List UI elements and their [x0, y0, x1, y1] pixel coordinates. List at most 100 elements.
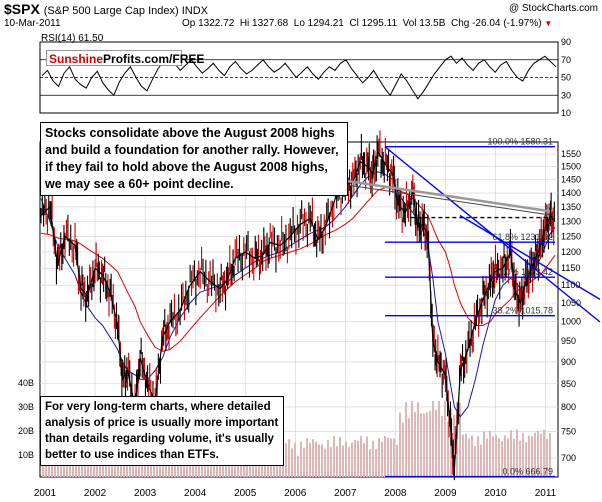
price-tick-label: 900	[561, 357, 576, 367]
volume-bar	[297, 455, 299, 477]
volume-bar	[546, 438, 548, 477]
fibonacci-label: 100.0% 1580.31	[487, 137, 553, 147]
year-tick-label: 2003	[134, 488, 157, 499]
volume-bar	[480, 444, 482, 477]
annotation-indices: For very long-term charts, where detaile…	[40, 396, 284, 466]
volume-bar	[525, 442, 527, 477]
change-value: Chg -26.04 (-1.97%)	[450, 18, 542, 29]
volume-bar	[93, 456, 95, 477]
volume-bar	[390, 438, 392, 477]
price-tick-label: 1450	[561, 175, 581, 185]
volume-bar	[537, 430, 539, 477]
volume-bar	[327, 439, 329, 477]
rsi-tick-label: 50	[561, 73, 571, 83]
volume-value: Vol 13.5B	[402, 18, 446, 29]
volume-bar	[81, 455, 83, 477]
volume-axis-label: 10B	[18, 450, 34, 460]
volume-axis-label: 30B	[18, 402, 34, 412]
volume-bar	[381, 441, 383, 477]
volume-bar	[408, 418, 410, 477]
volume-bar	[423, 413, 425, 477]
resistance-line-grey	[319, 175, 551, 213]
rsi-tick-label: 70	[561, 55, 571, 65]
volume-bar	[333, 435, 335, 477]
volume-bar	[435, 409, 437, 477]
volume-bar	[309, 442, 311, 477]
volume-bar	[426, 412, 428, 477]
price-tick-label: 1550	[561, 149, 581, 159]
high-value: Hi 1327.68	[239, 18, 289, 29]
volume-bar	[384, 436, 386, 477]
chart-title: $SPX (S&P 500 Large Cap Index) INDX	[4, 1, 208, 17]
volume-bar	[462, 434, 464, 477]
volume-bar	[504, 435, 506, 477]
price-line	[40, 150, 556, 470]
volume-bar	[114, 458, 116, 477]
volume-bar	[336, 446, 338, 477]
volume-bar	[444, 401, 446, 477]
volume-bar	[447, 421, 449, 477]
rsi-tick-label: 10	[561, 108, 571, 118]
sunshine-profits-logo[interactable]: SunshineProfits.com/FREE	[46, 50, 204, 66]
volume-bar	[519, 440, 521, 477]
volume-bar	[402, 422, 404, 477]
volume-bar	[399, 412, 401, 477]
year-tick-label: 2007	[334, 488, 357, 499]
price-tick-label: 750	[561, 427, 576, 437]
volume-bar	[75, 456, 77, 477]
volume-bar	[429, 410, 431, 477]
volume-bar	[219, 455, 221, 477]
volume-bar	[363, 442, 365, 477]
support-trend-line	[459, 214, 601, 300]
year-tick-label: 2002	[84, 488, 107, 499]
volume-bar	[294, 442, 296, 477]
volume-bar	[300, 441, 302, 477]
year-tick-label: 2004	[184, 488, 207, 499]
price-tick-label: 1100	[561, 280, 580, 290]
volume-bar	[495, 434, 497, 477]
price-tick-label: 1400	[561, 188, 581, 198]
volume-bar	[315, 441, 317, 477]
volume-bar	[432, 401, 434, 477]
year-tick-label: 2009	[434, 488, 457, 499]
price-tick-label: 1000	[561, 317, 581, 327]
volume-bar	[48, 457, 50, 477]
price-tick-label: 1050	[561, 298, 581, 308]
price-tick-label: 1250	[561, 231, 581, 241]
volume-bar	[549, 433, 551, 477]
volume-bar	[360, 435, 362, 477]
rsi-line	[41, 55, 557, 100]
volume-axis-label: 20B	[18, 426, 34, 436]
volume-bar	[498, 438, 500, 477]
volume-bar	[42, 465, 44, 477]
volume-bar	[516, 429, 518, 477]
volume-bar	[489, 430, 491, 477]
volume-bar	[324, 448, 326, 477]
chart-date: 10-Mar-2011	[4, 18, 61, 29]
fibonacci-label: 0.0% 666.79	[502, 467, 553, 477]
volume-bar	[288, 439, 290, 477]
volume-bar	[414, 412, 416, 477]
volume-bar	[348, 447, 350, 477]
price-tick-label: 1150	[561, 263, 580, 273]
volume-bar	[513, 438, 515, 477]
volume-bar	[441, 415, 443, 477]
volume-bar	[120, 458, 122, 477]
volume-bar	[357, 440, 359, 477]
volume-bar	[303, 447, 305, 477]
volume-bar	[543, 429, 545, 477]
quote-line: Op 1322.72 Hi 1327.68 Lo 1294.21 Cl 1295…	[182, 18, 552, 29]
volume-bar	[387, 437, 389, 477]
price-tick-label: 850	[561, 379, 576, 389]
volume-bar	[507, 438, 509, 477]
volume-bar	[318, 444, 320, 477]
volume-bar	[330, 446, 332, 477]
volume-bar	[468, 438, 470, 477]
volume-bar	[471, 435, 473, 477]
volume-bar	[375, 449, 377, 477]
fibonacci-label: 38.2% 1015.78	[492, 306, 553, 316]
close-value: Cl 1295.11	[349, 18, 398, 29]
volume-bar	[453, 414, 455, 477]
volume-axis-label: 40B	[18, 378, 34, 388]
